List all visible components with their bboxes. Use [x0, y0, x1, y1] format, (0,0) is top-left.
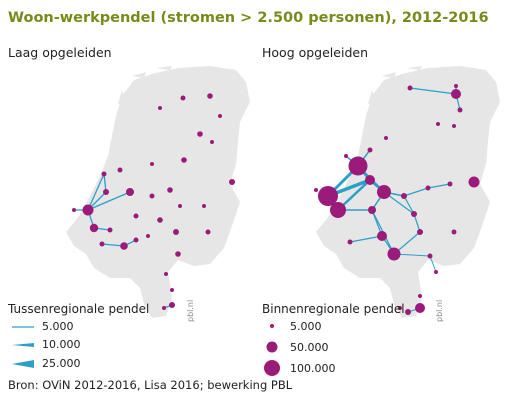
legend-intra-label-100000: 100.000 — [290, 362, 336, 375]
legend-inter-symbol-25000 — [12, 360, 34, 368]
legend-intra-symbol-5000 — [270, 324, 274, 328]
map-high-educated — [314, 66, 500, 318]
credit-right: pbl.nl — [435, 299, 444, 322]
legend-inter-label-10000: 10.000 — [42, 338, 81, 351]
panel-label-high: Hoog opgeleiden — [262, 45, 368, 60]
panel-label-low: Laag opgeleiden — [8, 45, 112, 60]
legend-inter-label-5000: 5.000 — [42, 320, 74, 333]
legend-intra-label-50000: 50.000 — [290, 341, 329, 354]
map-title: Woon-werkpendel (stromen > 2.500 persone… — [8, 10, 489, 26]
legend-intra-symbols — [264, 324, 280, 376]
netherlands-shape — [66, 66, 250, 318]
wadden-island — [382, 72, 396, 78]
legend-inter-symbol-10000 — [12, 343, 34, 347]
source-note: Bron: OViN 2012-2016, Lisa 2016; bewerki… — [8, 378, 293, 392]
wadden-island — [118, 90, 126, 104]
legend-intra-label-5000: 5.000 — [290, 320, 322, 333]
wadden-island — [132, 72, 146, 78]
wadden-island — [406, 66, 422, 70]
wadden-island — [368, 90, 376, 104]
legend-intra-symbol-100000 — [264, 360, 280, 376]
region-nodes — [72, 93, 235, 310]
legend-inter-title: Tussenregionale pendel — [8, 302, 150, 316]
legend-intra-symbol-50000 — [266, 341, 278, 353]
netherlands-shape — [316, 66, 500, 318]
legend-intra-title: Binnenregionale pendel — [262, 302, 405, 316]
legend-inter-symbols — [12, 326, 34, 368]
region-nodes — [314, 84, 480, 315]
map-low-educated — [66, 66, 250, 318]
credit-left: pbl.nl — [186, 299, 195, 322]
legend-inter-label-25000: 25.000 — [42, 357, 81, 370]
wadden-island — [156, 66, 172, 70]
